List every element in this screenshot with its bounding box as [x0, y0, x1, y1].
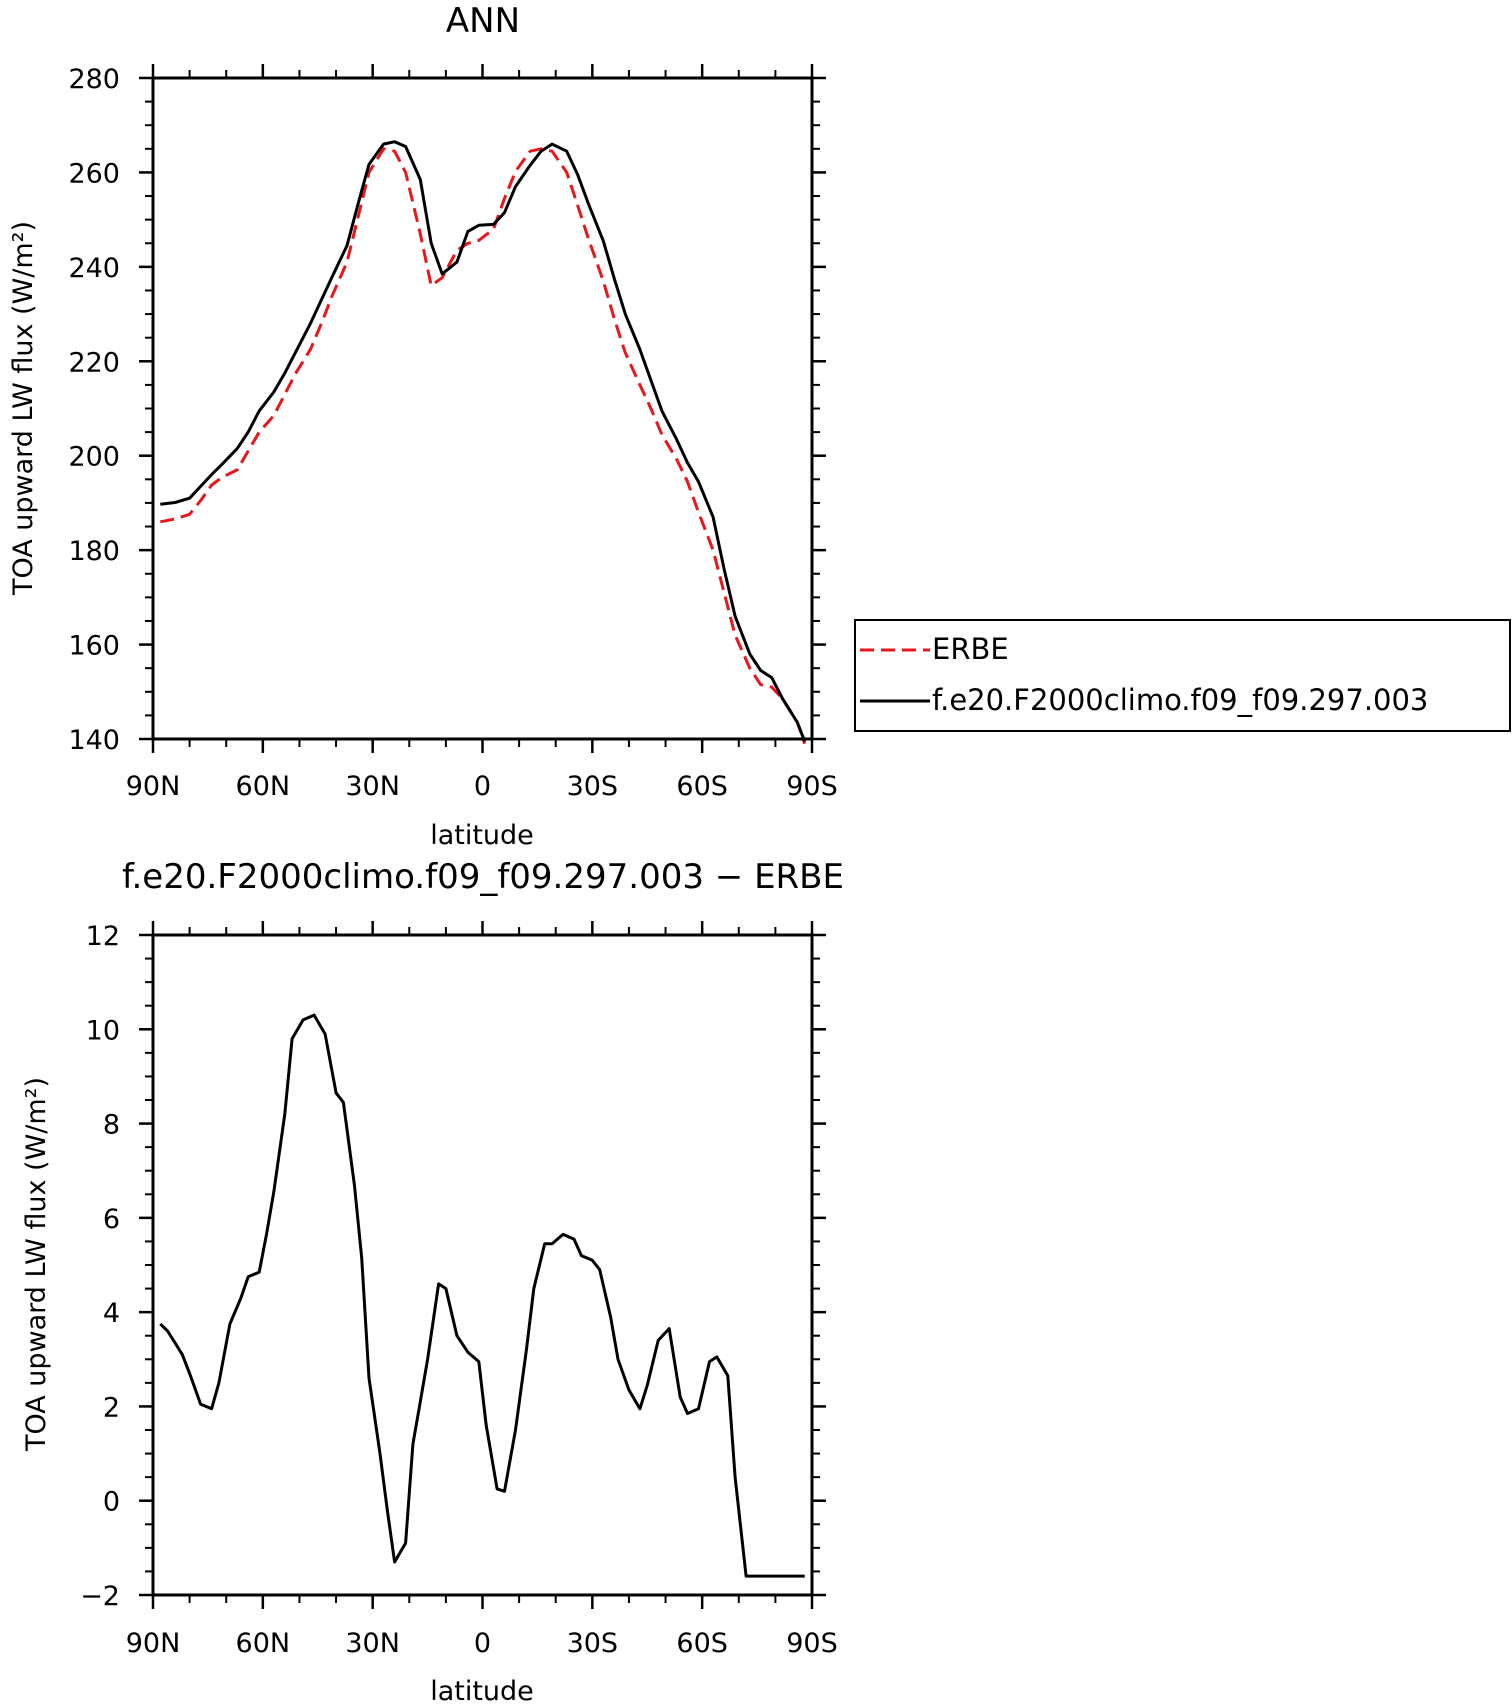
bottom-panel-y-axis-label: TOA upward LW flux (W/m²): [21, 1077, 52, 1452]
x-tick-label: 30S: [567, 1628, 619, 1659]
y-tick-label: 6: [103, 1204, 120, 1235]
legend: ERBE f.e20.F2000climo.f09_f09.297.003: [854, 619, 1511, 732]
top-panel-frame: [151, 76, 814, 741]
y-tick-label: 220: [68, 347, 120, 378]
x-tick-label: 90N: [126, 1628, 181, 1659]
x-tick-label: 60S: [676, 1628, 728, 1659]
legend-box: [854, 619, 1511, 732]
bottom-panel-series: [159, 1013, 805, 1578]
x-tick-label: 0: [474, 1628, 491, 1659]
bottom-panel-tick-labels: 90N 60N 30N 0 30S 60S 90S −2 0 2 4 6 8 10 12: [80, 921, 838, 1659]
y-tick-label: 8: [103, 1110, 120, 1141]
top-panel: ANN 90N 60N 30N 0 30S 60S 90S 140 160 180 200 220 24…: [8, 1, 1511, 851]
top-panel-minor-ticks: [145, 70, 820, 747]
top-panel-y-axis-label: TOA upward LW flux (W/m²): [8, 221, 39, 596]
bottom-panel-major-ticks: [139, 921, 826, 1609]
top-panel-series: [160, 140, 807, 745]
y-tick-label: 2: [103, 1392, 120, 1423]
bottom-panel-title: f.e20.F2000climo.f09_f09.297.003 − ERBE: [122, 857, 844, 897]
top-panel-title: ANN: [446, 1, 520, 41]
series-line-0-1: [160, 140, 807, 742]
bottom-panel-x-axis-label: latitude: [430, 1676, 534, 1704]
x-tick-label: 60N: [236, 1628, 291, 1659]
y-tick-label: 0: [103, 1487, 120, 1518]
bottom-panel: f.e20.F2000climo.f09_f09.297.003 − ERBE …: [21, 857, 844, 1704]
y-tick-label: 240: [68, 253, 120, 284]
y-tick-label: 280: [68, 64, 120, 95]
y-tick-label: 200: [68, 442, 120, 473]
y-tick-label: 180: [68, 536, 120, 567]
y-tick-label: 160: [68, 631, 120, 662]
x-tick-label: 90N: [126, 771, 181, 802]
x-tick-label: 60N: [236, 771, 291, 802]
bottom-panel-minor-ticks: [145, 927, 820, 1603]
x-tick-label: 30N: [345, 771, 400, 802]
top-panel-tick-labels: 90N 60N 30N 0 30S 60S 90S 140 160 180 200 220 240 260…: [68, 64, 837, 802]
y-tick-label: 140: [68, 725, 120, 756]
y-tick-label: 12: [86, 921, 120, 952]
top-panel-major-ticks: [139, 64, 826, 753]
top-panel-x-axis-label: latitude: [430, 820, 534, 851]
bottom-panel-frame: [151, 933, 814, 1597]
x-tick-label: 90S: [786, 771, 838, 802]
y-tick-label: 10: [86, 1015, 120, 1046]
x-tick-label: 30N: [345, 1628, 400, 1659]
series-line-0-0: [160, 147, 807, 745]
x-tick-label: 60S: [676, 771, 728, 802]
x-tick-label: 0: [474, 771, 491, 802]
legend-label-erbe: ERBE: [932, 632, 1009, 666]
y-tick-label: −2: [80, 1581, 120, 1612]
legend-label-model: f.e20.F2000climo.f09_f09.297.003: [932, 683, 1428, 717]
series-line-1-0: [159, 1013, 805, 1578]
x-tick-label: 90S: [786, 1628, 838, 1659]
y-tick-label: 260: [68, 158, 120, 189]
y-tick-label: 4: [103, 1298, 120, 1329]
x-tick-label: 30S: [567, 771, 619, 802]
